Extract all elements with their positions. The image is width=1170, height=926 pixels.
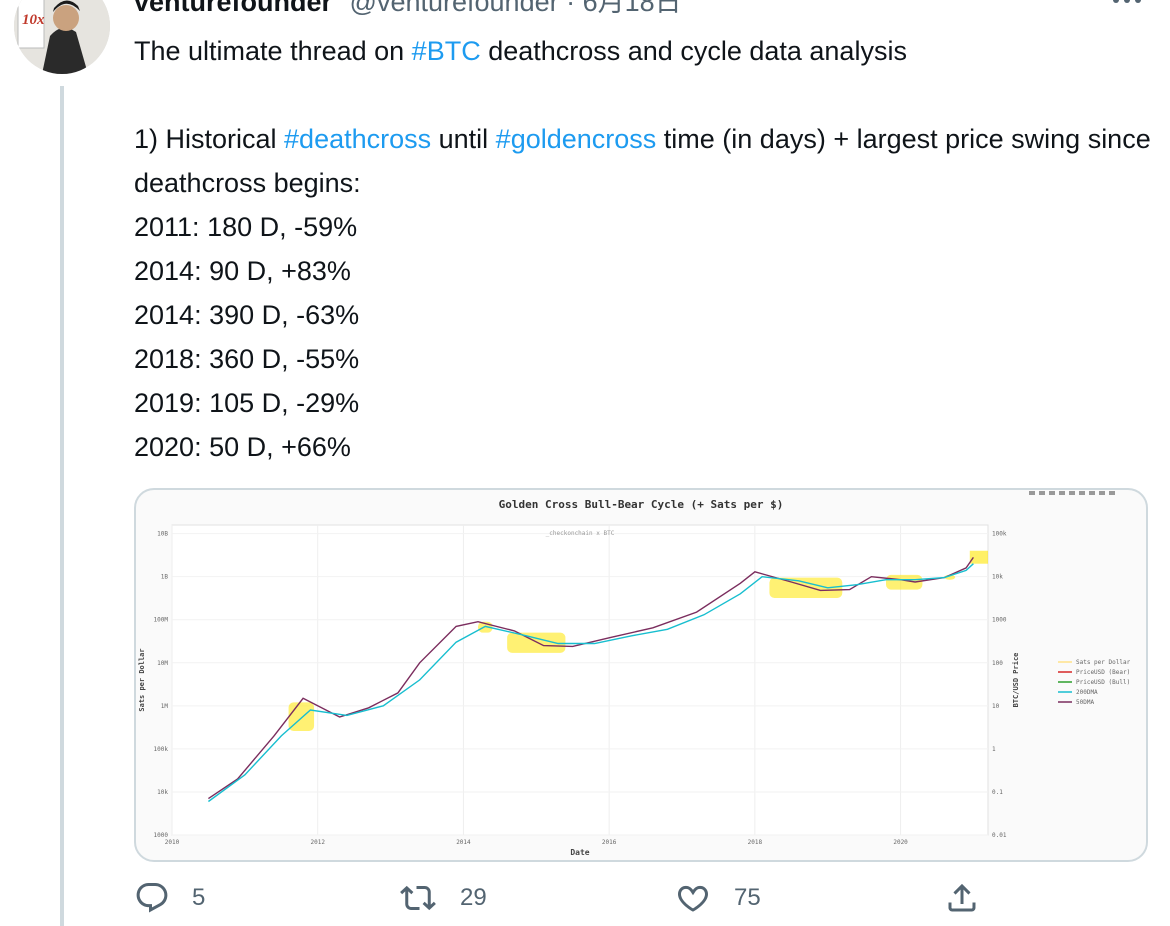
x-tick-label: 2010 (165, 839, 180, 846)
chart-canvas: 2010 2012 2014 2016 2018 2020100k10B10k1B1000… (138, 491, 1131, 857)
deathcross-highlight (969, 550, 988, 564)
series-line-200dma (207, 563, 974, 803)
y-right-tick-label: 1 (992, 746, 996, 753)
like-button[interactable]: 75 (674, 880, 761, 916)
hashtag-btc[interactable]: #BTC (411, 36, 481, 66)
tweet-line-intro: The ultimate thread on #BTC deathcross a… (134, 36, 907, 66)
data-row: 2019: 105 D, -29% (134, 388, 360, 418)
reply-icon (136, 883, 168, 913)
y-left-axis-label: Sats per Dollar (138, 648, 146, 711)
y-right-tick-label: 100k (992, 531, 1007, 538)
author-handle[interactable]: @venturefounder (349, 0, 559, 17)
y-right-axis-label: BTC/USD Price (1012, 653, 1020, 708)
deathcross-highlight (769, 577, 843, 598)
y-right-tick-label: 0.01 (992, 832, 1007, 839)
y-right-tick-label: 1000 (992, 617, 1007, 624)
x-tick-label: 2014 (456, 839, 471, 846)
y-left-tick-label: 10k (157, 789, 168, 796)
y-left-tick-label: 1M (161, 703, 169, 710)
tweet-body: The ultimate thread on #BTC deathcross a… (134, 29, 1154, 469)
deathcross-highlight (507, 632, 566, 653)
tweet-header: venturefounder @venturefounder · 6月18日 (134, 0, 682, 18)
series-line-50dma (208, 557, 974, 800)
retweet-button[interactable]: 29 (398, 880, 487, 916)
y-left-tick-label: 100M (154, 617, 169, 624)
legend-label: 50DMA (1076, 699, 1094, 706)
legend-label: 200DMA (1076, 689, 1098, 696)
thread-connector (60, 86, 64, 926)
x-tick-label: 2012 (310, 839, 325, 846)
tweet-actions: 5 29 75 (0, 880, 1170, 918)
share-button[interactable] (944, 880, 980, 916)
y-right-tick-label: 0.1 (992, 789, 1003, 796)
chart-subtitle: _checkonchain x BTC (546, 530, 615, 537)
author-avatar[interactable]: 10x (14, 0, 110, 74)
y-right-tick-label: 10 (992, 703, 1000, 710)
tweet-media-chart[interactable]: Golden Cross Bull-Bear Cycle (+ Sats per… (134, 488, 1148, 862)
reply-button[interactable]: 5 (134, 880, 205, 916)
x-tick-label: 2020 (893, 839, 908, 846)
hashtag-goldencross[interactable]: #goldencross (495, 124, 657, 154)
y-left-tick-label: 1000 (154, 832, 169, 839)
plot-area (171, 524, 989, 836)
reply-count: 5 (192, 884, 206, 911)
y-left-tick-label: 100k (154, 746, 169, 753)
tweet-date[interactable]: 6月18日 (582, 0, 682, 17)
data-row: 2014: 390 D, -63% (134, 300, 360, 330)
author-name[interactable]: venturefounder (134, 0, 333, 17)
legend-label: PriceUSD (Bull) (1076, 679, 1130, 686)
retweet-count: 29 (460, 884, 487, 911)
avatar-badge: 10x (22, 12, 45, 28)
like-icon (678, 885, 708, 912)
like-count: 75 (734, 884, 761, 911)
x-axis-label: Date (570, 848, 589, 857)
chart-title: Golden Cross Bull-Bear Cycle (+ Sats per… (498, 498, 784, 511)
retweet-icon (400, 885, 436, 911)
hashtag-deathcross[interactable]: #deathcross (284, 124, 432, 154)
y-left-tick-label: 10B (157, 531, 168, 538)
legend-label: PriceUSD (Bear) (1076, 669, 1130, 676)
data-row: 2020: 50 D, +66% (134, 432, 351, 462)
tweet-line-point-1: 1) Historical #deathcross until #goldenc… (134, 124, 1151, 198)
avatar-photo: 10x (14, 0, 110, 74)
y-left-tick-label: 1B (161, 574, 169, 581)
legend-label: Sats per Dollar (1076, 659, 1131, 666)
x-tick-label: 2016 (602, 839, 617, 846)
data-row: 2011: 180 D, -59% (134, 212, 358, 242)
date-separator: · (566, 0, 576, 17)
x-tick-label: 2018 (748, 839, 763, 846)
share-icon (948, 883, 976, 912)
more-options-icon[interactable] (1112, 0, 1142, 4)
data-row: 2018: 360 D, -55% (134, 344, 360, 374)
data-row: 2014: 90 D, +83% (134, 256, 351, 286)
y-right-tick-label: 10k (992, 574, 1003, 581)
y-left-tick-label: 10M (157, 660, 168, 667)
chart-toolbar (1029, 491, 1115, 495)
y-right-tick-label: 100 (992, 660, 1003, 667)
